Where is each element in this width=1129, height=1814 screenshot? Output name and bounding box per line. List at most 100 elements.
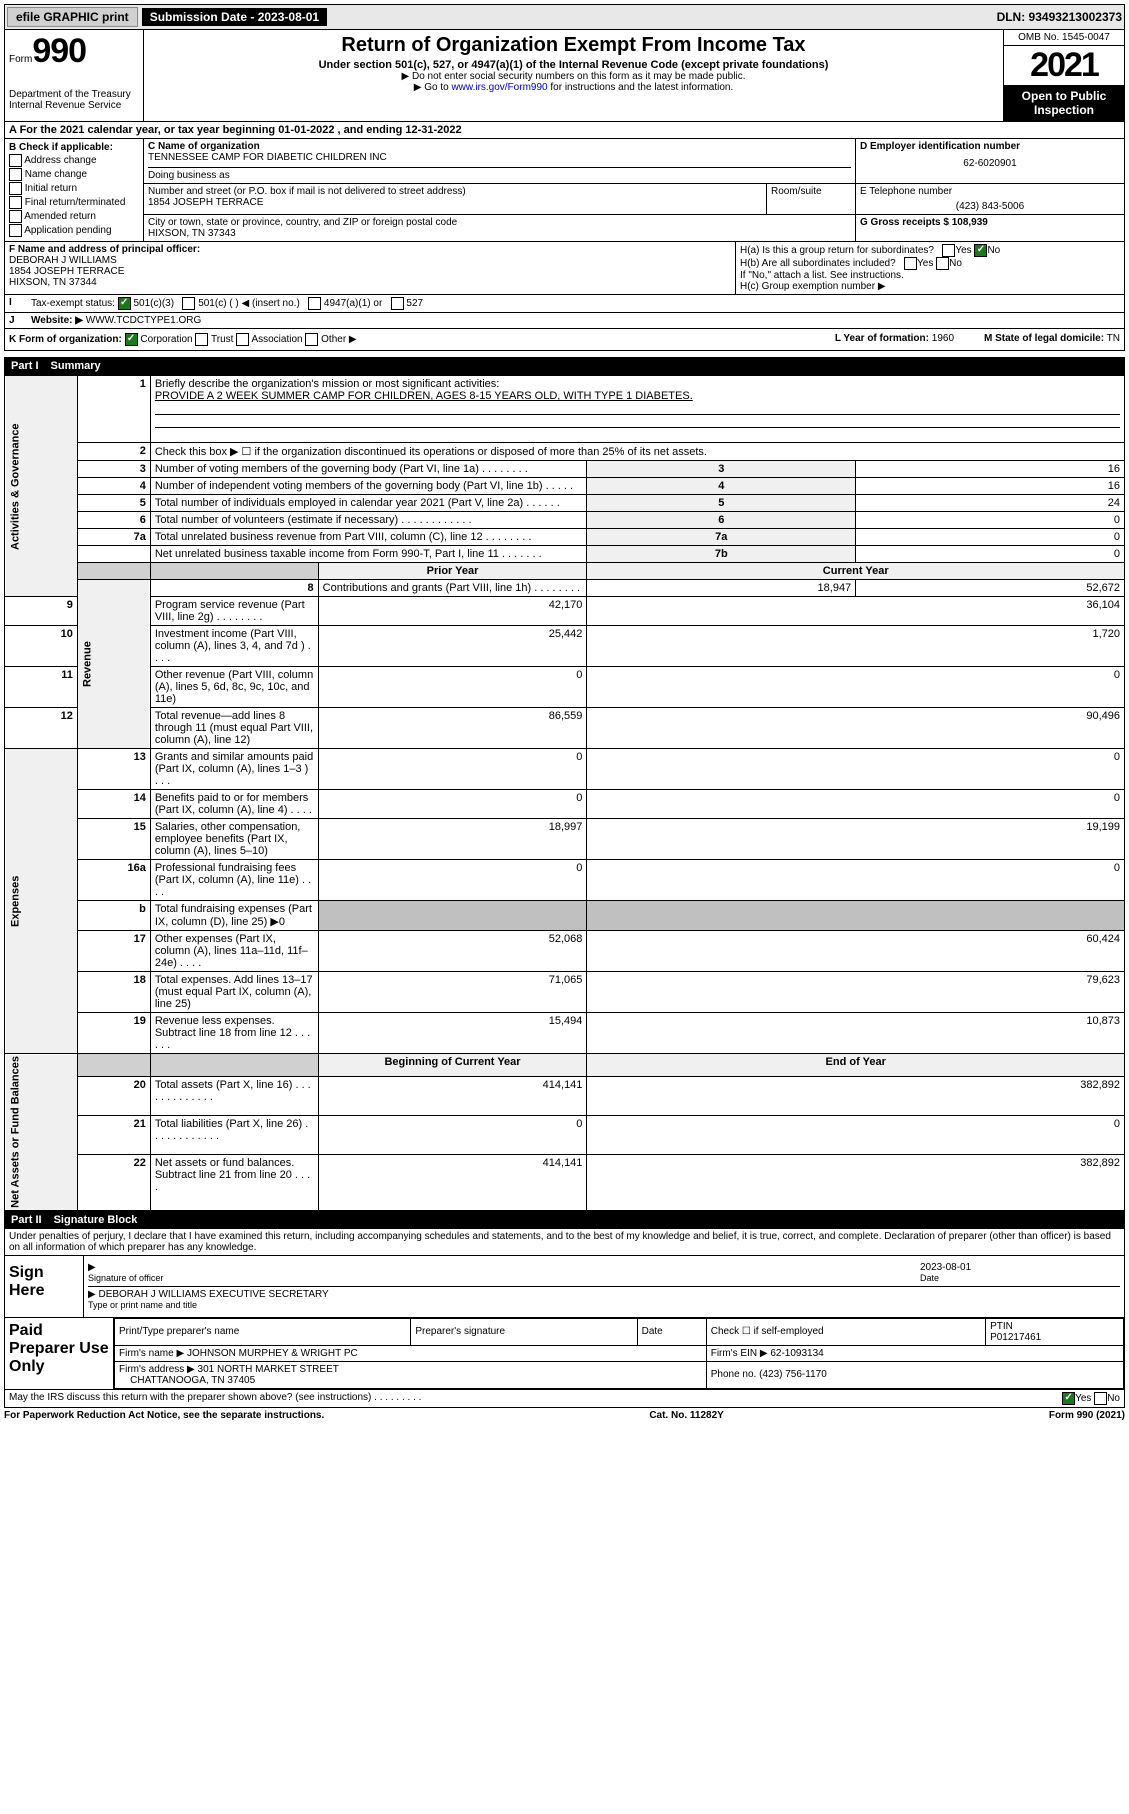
exp-row: 16aProfessional fundraising fees (Part I… — [5, 860, 1125, 901]
form-title: Return of Organization Exempt From Incom… — [152, 34, 995, 57]
prep-sig-label: Preparer's signature — [411, 1318, 637, 1345]
sign-here-label: Sign Here — [5, 1256, 84, 1317]
exp-row: 17Other expenses (Part IX, column (A), l… — [5, 931, 1125, 972]
dln: DLN: 93493213002373 — [997, 10, 1122, 24]
rev-row: 11Other revenue (Part VIII, column (A), … — [5, 667, 1125, 708]
vlabel-expenses: Expenses — [5, 749, 78, 1054]
chk-irs-no[interactable] — [1094, 1392, 1107, 1405]
chk-final-return[interactable]: Final return/terminated — [9, 196, 139, 209]
net-row: 20Total assets (Part X, line 16) . . . .… — [5, 1076, 1125, 1115]
year-formation: L Year of formation: 1960 — [835, 333, 954, 346]
col-prior-year: Prior Year — [318, 563, 587, 580]
efile-print-button[interactable]: efile GRAPHIC print — [7, 7, 138, 27]
section-b-through-g: B Check if applicable: Address change Na… — [4, 139, 1125, 242]
chk-trust[interactable] — [195, 333, 208, 346]
chk-amended-return[interactable]: Amended return — [9, 210, 139, 223]
sig-date: 2023-08-01Date — [920, 1262, 1120, 1284]
gov-row: 4Number of independent voting members of… — [5, 478, 1125, 495]
form-subtitle: Under section 501(c), 527, or 4947(a)(1)… — [152, 59, 995, 71]
prep-name-label: Print/Type preparer's name — [115, 1318, 411, 1345]
chk-other[interactable] — [305, 333, 318, 346]
form-of-org: K Form of organization: ✓ Corporation Tr… — [9, 333, 357, 346]
form-990: 990 — [32, 32, 86, 70]
part2-header: Part II Signature Block — [4, 1211, 1125, 1229]
row-f-h: F Name and address of principal officer:… — [4, 242, 1125, 295]
chk-initial-return[interactable]: Initial return — [9, 182, 139, 195]
paid-preparer-label: Paid Preparer Use Only — [5, 1318, 114, 1389]
box-b: B Check if applicable: Address change Na… — [5, 139, 144, 241]
gov-row: 5Total number of individuals employed in… — [5, 495, 1125, 512]
ein-value: 62-6020901 — [860, 158, 1120, 169]
col-current-year: Current Year — [587, 563, 1125, 580]
ssn-note: ▶ Do not enter social security numbers o… — [152, 71, 995, 82]
part1-header: Part I Summary — [4, 357, 1125, 375]
vlabel-governance: Activities & Governance — [5, 376, 78, 597]
mission-text: PROVIDE A 2 WEEK SUMMER CAMP FOR CHILDRE… — [155, 390, 693, 402]
form-id-block: Form990 Department of the Treasury Inter… — [5, 30, 144, 121]
chk-501c[interactable] — [182, 297, 195, 310]
line1: Briefly describe the organization's miss… — [150, 376, 1124, 443]
officer-sig-label: ▶Signature of officer — [88, 1262, 920, 1284]
net-row: 22Net assets or fund balances. Subtract … — [5, 1155, 1125, 1210]
exp-row: bTotal fundraising expenses (Part IX, co… — [5, 901, 1125, 931]
goto-note: ▶ Go to www.irs.gov/Form990 for instruct… — [152, 82, 995, 93]
gov-row: 7aTotal unrelated business revenue from … — [5, 529, 1125, 546]
vlabel-net-assets: Net Assets or Fund Balances — [5, 1054, 78, 1211]
city-state-zip: HIXSON, TN 37343 — [148, 228, 851, 239]
box-g: G Gross receipts $ 108,939 — [855, 215, 1124, 241]
preparer-table: Print/Type preparer's name Preparer's si… — [114, 1318, 1124, 1389]
chk-application-pending[interactable]: Application pending — [9, 224, 139, 237]
telephone: (423) 843-5006 — [860, 201, 1120, 212]
website-url: WWW.TCDCTYPE1.ORG — [86, 315, 202, 326]
exp-row: 18Total expenses. Add lines 13–17 (must … — [5, 972, 1125, 1013]
chk-irs-yes[interactable]: ✓ — [1062, 1392, 1075, 1405]
chk-527[interactable] — [391, 297, 404, 310]
irs-link[interactable]: www.irs.gov/Form990 — [451, 82, 547, 93]
dept-treasury: Department of the Treasury Internal Reve… — [9, 89, 139, 111]
row-k-l-m: K Form of organization: ✓ Corporation Tr… — [4, 329, 1125, 351]
firm-address: Firm's address ▶ 301 NORTH MARKET STREET… — [115, 1361, 707, 1388]
officer-typed-name: ▶ DEBORAH J WILLIAMS EXECUTIVE SECRETARY… — [88, 1289, 1120, 1311]
cat-no: Cat. No. 11282Y — [649, 1410, 723, 1421]
state-domicile: M State of legal domicile: TN — [984, 333, 1120, 346]
chk-corp[interactable]: ✓ — [125, 333, 138, 346]
exp-row: 14Benefits paid to or for members (Part … — [5, 790, 1125, 819]
chk-4947[interactable] — [308, 297, 321, 310]
ptin: PTINP01217461 — [986, 1318, 1124, 1345]
firm-phone: Phone no. (423) 756-1170 — [706, 1361, 1123, 1388]
chk-assoc[interactable] — [236, 333, 249, 346]
form-word: Form — [9, 54, 32, 65]
rev-row: 12Total revenue—add lines 8 through 11 (… — [5, 708, 1125, 749]
open-public: Open to Public Inspection — [1004, 85, 1124, 121]
tax-exempt-status: Tax-exempt status: ✓ 501(c)(3) 501(c) ( … — [27, 295, 1124, 312]
gov-row: 6Total number of volunteers (estimate if… — [5, 512, 1125, 529]
chk-501c3[interactable]: ✓ — [118, 297, 131, 310]
form-header: Form990 Department of the Treasury Inter… — [4, 30, 1125, 122]
rev-row: 10Investment income (Part VIII, column (… — [5, 626, 1125, 667]
paperwork-notice: For Paperwork Reduction Act Notice, see … — [4, 1410, 324, 1421]
col-beginning: Beginning of Current Year — [318, 1054, 587, 1077]
exp-row: 19Revenue less expenses. Subtract line 1… — [5, 1013, 1125, 1054]
omb-number: OMB No. 1545-0047 — [1004, 30, 1124, 46]
box-f: F Name and address of principal officer:… — [5, 242, 736, 294]
vlabel-revenue: Revenue — [77, 580, 150, 749]
form-version: Form 990 (2021) — [1049, 1410, 1125, 1421]
prep-self-employed[interactable]: Check ☐ if self-employed — [706, 1318, 985, 1345]
officer-name: DEBORAH J WILLIAMS — [9, 255, 731, 266]
chk-name-change[interactable]: Name change — [9, 168, 139, 181]
box-c-name: C Name of organization TENNESSEE CAMP FO… — [144, 139, 855, 183]
chk-address-change[interactable]: Address change — [9, 154, 139, 167]
box-c-addr: Number and street (or P.O. box if mail i… — [144, 184, 766, 214]
org-name: TENNESSEE CAMP FOR DIABETIC CHILDREN INC — [148, 152, 851, 163]
col-end-year: End of Year — [587, 1054, 1125, 1077]
may-irs-discuss: May the IRS discuss this return with the… — [5, 1389, 1124, 1407]
box-c-d-e-g: C Name of organization TENNESSEE CAMP FO… — [144, 139, 1124, 241]
line2: Check this box ▶ ☐ if the organization d… — [150, 443, 1124, 461]
summary-table: Activities & Governance 1 Briefly descri… — [4, 375, 1125, 1211]
row-i: I Tax-exempt status: ✓ 501(c)(3) 501(c) … — [4, 295, 1125, 313]
gov-row: Net unrelated business taxable income fr… — [5, 546, 1125, 563]
row-j: J Website: ▶ WWW.TCDCTYPE1.ORG — [4, 313, 1125, 329]
tax-year: 2021 — [1004, 46, 1124, 85]
box-b-label: B Check if applicable: — [9, 142, 139, 153]
box-d: D Employer identification number 62-6020… — [855, 139, 1124, 183]
